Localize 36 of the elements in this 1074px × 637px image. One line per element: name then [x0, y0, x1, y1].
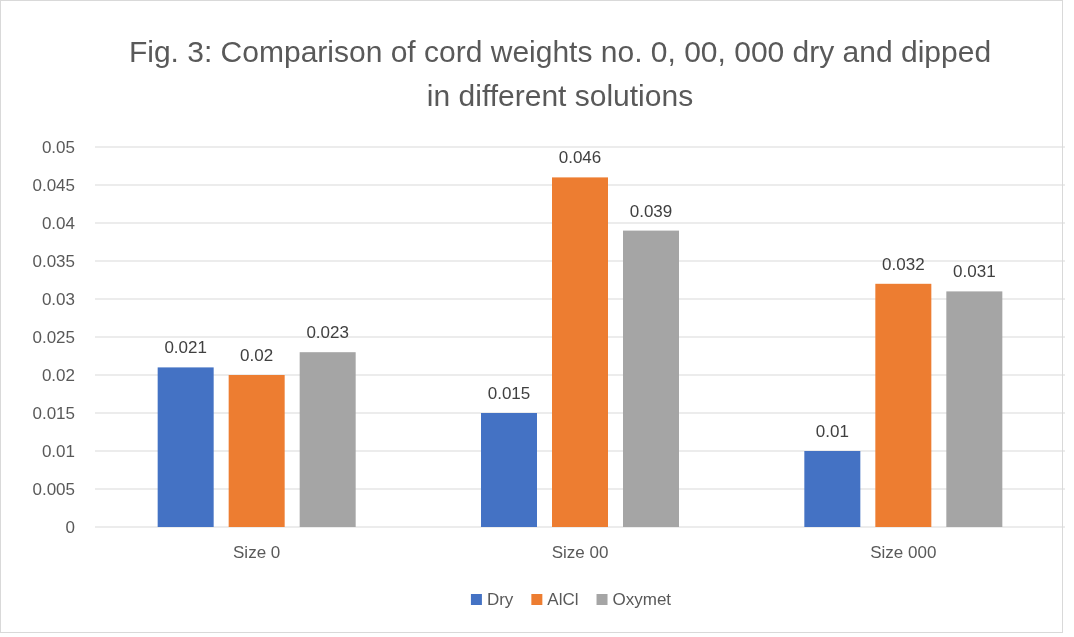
bar — [804, 451, 861, 527]
x-tick-label: Size 0 — [233, 543, 281, 562]
data-label: 0.032 — [882, 254, 925, 274]
bar — [623, 230, 679, 527]
bar — [481, 413, 537, 527]
y-tick-label: 0.035 — [32, 252, 75, 271]
data-label: 0.02 — [240, 346, 274, 365]
y-tick-label: 0 — [65, 518, 75, 537]
bar — [875, 283, 932, 527]
data-label: 0.015 — [487, 384, 531, 403]
bar — [946, 291, 1003, 527]
bar — [299, 352, 356, 527]
chart-title: Fig. 3: Comparison of cord weights no. 0, 00, 000 dry and dipped in different solutions — [128, 35, 992, 112]
data-label: 0.01 — [815, 422, 849, 441]
bar — [157, 367, 214, 527]
y-tick-label: 0.03 — [41, 290, 75, 309]
y-tick-label: 0.02 — [41, 366, 75, 385]
data-label: 0.039 — [629, 201, 673, 221]
y-tick-label: 0.025 — [32, 328, 75, 347]
y-tick-label: 0.015 — [32, 404, 75, 423]
x-tick-label: Size 00 — [551, 543, 609, 562]
y-tick-label: 0.04 — [41, 214, 75, 233]
legend-label: AlCl — [547, 590, 579, 609]
bar — [552, 177, 608, 527]
y-tick-label: 0.005 — [32, 480, 75, 499]
bar — [228, 375, 285, 527]
legend-label: Dry — [486, 590, 514, 609]
x-tick-label: Size 000 — [870, 543, 937, 562]
y-tick-label: 0.01 — [41, 442, 75, 461]
data-label: 0.021 — [164, 338, 207, 358]
data-label: 0.023 — [306, 323, 349, 343]
y-tick-label: 0.05 — [41, 138, 75, 157]
data-label: 0.031 — [953, 262, 996, 282]
y-tick-label: 0.045 — [32, 176, 75, 195]
legend-label: Oxymet — [612, 590, 672, 609]
data-label: 0.046 — [558, 148, 602, 168]
